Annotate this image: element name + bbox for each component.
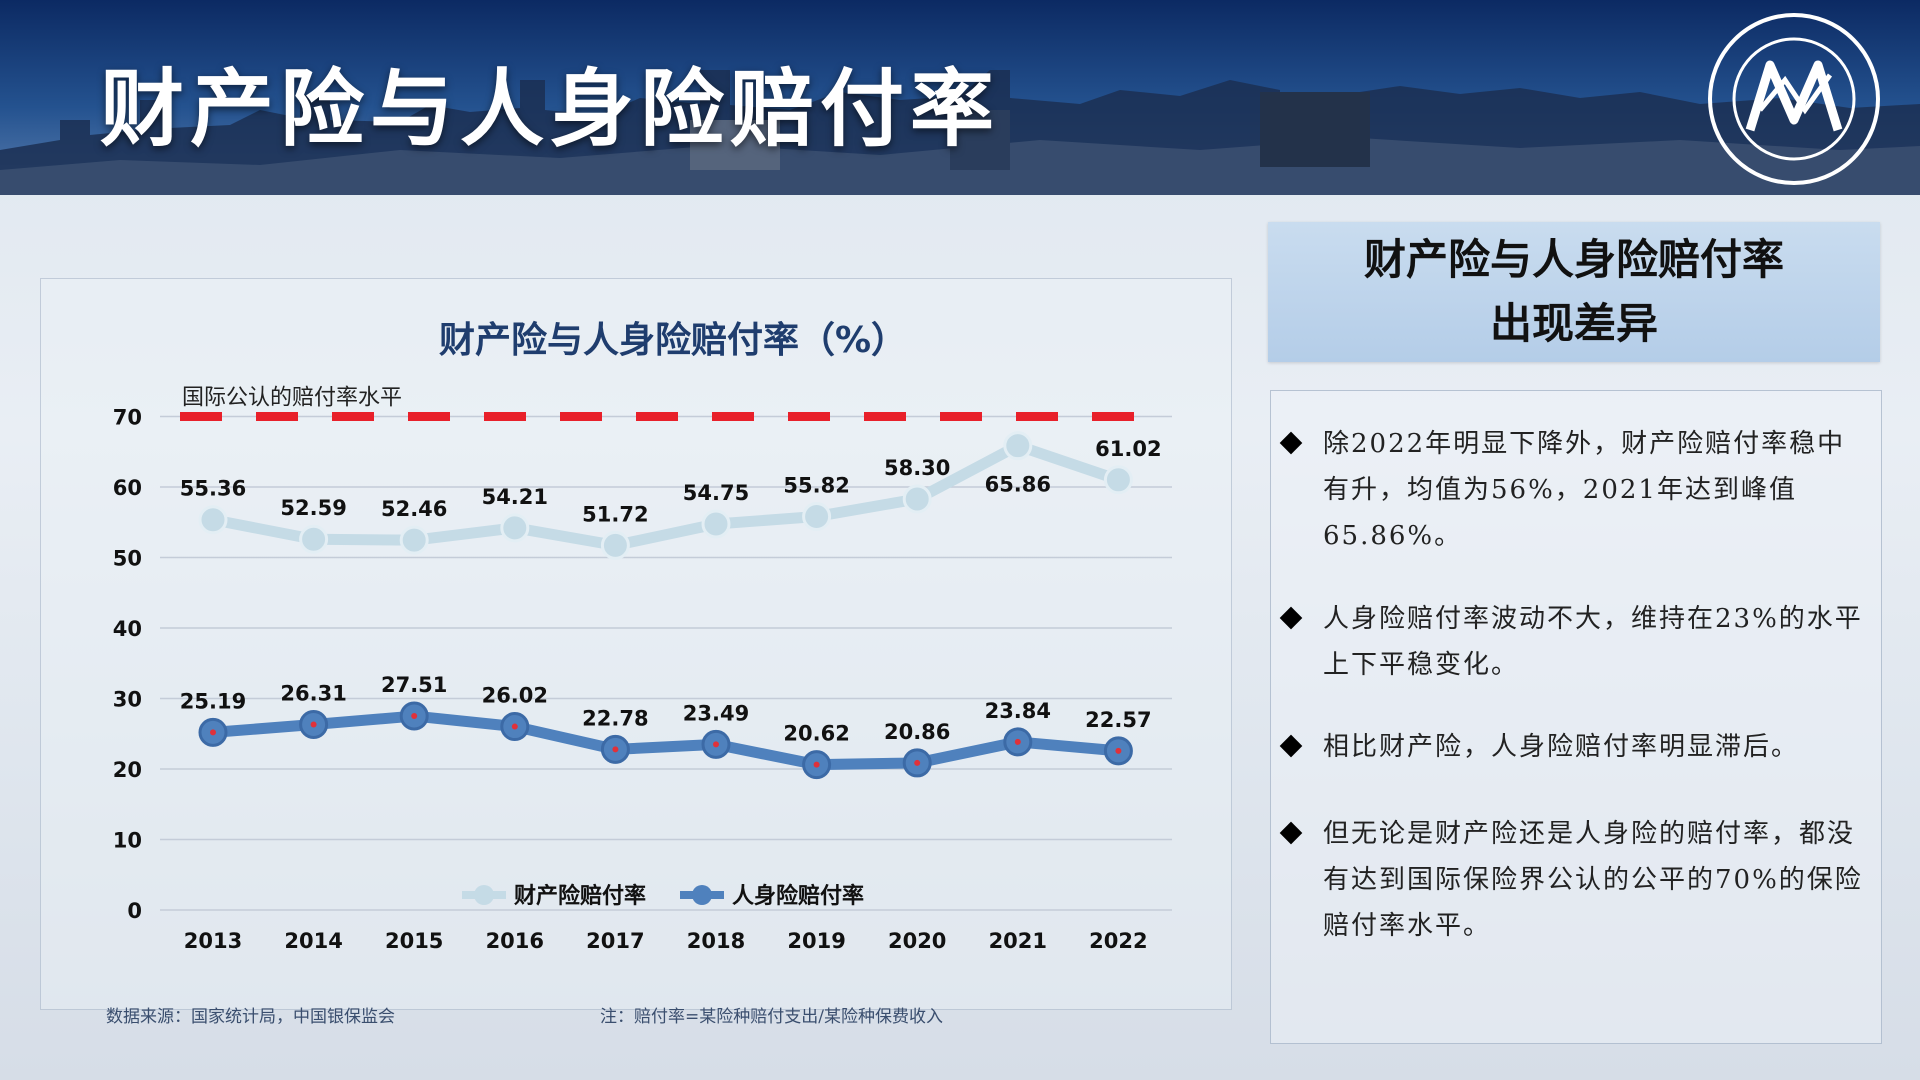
chart-legend: 财产险赔付率 人身险赔付率 bbox=[462, 883, 864, 909]
data-label: 55.82 bbox=[783, 473, 849, 497]
legend-swatch-marker bbox=[692, 885, 712, 905]
data-label: 27.51 bbox=[381, 673, 447, 697]
y-tick-label: 0 bbox=[127, 899, 142, 923]
y-tick-label: 20 bbox=[113, 758, 142, 782]
data-label: 65.86 bbox=[985, 473, 1051, 497]
data-point bbox=[600, 530, 630, 560]
legend-label: 财产险赔付率 bbox=[514, 883, 646, 909]
x-tick-label: 2014 bbox=[284, 929, 342, 953]
data-label: 51.72 bbox=[582, 502, 648, 526]
data-point-center bbox=[612, 746, 619, 753]
data-point bbox=[1103, 465, 1133, 495]
data-point-center bbox=[210, 729, 216, 736]
header-banner: 财产险与人身险赔付率 bbox=[0, 0, 1920, 195]
chart-title: 财产险与人身险赔付率（%） bbox=[439, 320, 907, 361]
data-point-center bbox=[511, 723, 518, 730]
data-label: 54.75 bbox=[683, 481, 749, 505]
y-tick-label: 60 bbox=[113, 476, 142, 500]
legend-label: 人身险赔付率 bbox=[732, 883, 864, 909]
y-axis: 0 10 20 30 40 50 60 70 bbox=[113, 406, 142, 924]
x-tick-label: 2019 bbox=[787, 929, 845, 953]
y-tick-label: 30 bbox=[113, 688, 142, 712]
reference-line: 国际公认的赔付率水平 bbox=[180, 386, 1152, 421]
sidebar-title-line1: 财产险与人身险赔付率 bbox=[1363, 235, 1784, 284]
chart-panel bbox=[40, 278, 1232, 1010]
data-label: 58.30 bbox=[884, 456, 950, 480]
data-label: 20.62 bbox=[783, 722, 849, 746]
series-1: 25.19 26.31 27.51 26.02 22.78 23.49 20.62 20.86… bbox=[180, 673, 1152, 780]
data-point-center bbox=[914, 759, 921, 766]
data-label: 23.84 bbox=[985, 699, 1051, 723]
data-label: 26.31 bbox=[280, 682, 346, 706]
data-label: 22.57 bbox=[1085, 708, 1151, 732]
data-label: 52.46 bbox=[381, 497, 447, 521]
data-point-center bbox=[713, 741, 719, 748]
data-label: 26.02 bbox=[482, 684, 548, 708]
x-axis: 2013 2014 2015 2016 2017 2018 2019 2020 2021 2022 bbox=[184, 929, 1148, 953]
chart-series: 55.36 52.59 52.46 54.21 51.72 54.75 55.82 58.30… bbox=[180, 431, 1162, 780]
data-label: 25.19 bbox=[180, 689, 246, 713]
city-skyline-image bbox=[0, 0, 1920, 195]
series-line bbox=[212, 710, 1119, 771]
x-tick-label: 2013 bbox=[184, 929, 242, 953]
data-point bbox=[399, 525, 429, 555]
x-tick-label: 2020 bbox=[888, 929, 946, 953]
y-tick-label: 10 bbox=[113, 829, 142, 853]
sidebar-title-line2: 出现差异 bbox=[1489, 299, 1658, 348]
data-label: 52.59 bbox=[280, 496, 346, 520]
institute-logo bbox=[1708, 13, 1880, 185]
finding-text: 人身险赔付率波动不大，维持在23%的水平上下平稳变化。 bbox=[1323, 604, 1863, 680]
sidebar-findings-box: 除2022年明显下降外，财产险赔付率稳中有升，均值为56%，2021年达到峰值6… bbox=[1270, 390, 1882, 1044]
diamond-bullet-icon bbox=[1279, 431, 1303, 455]
data-point-center bbox=[310, 721, 317, 728]
reference-line-label: 国际公认的赔付率水平 bbox=[182, 386, 402, 411]
data-label: 22.78 bbox=[582, 706, 648, 730]
data-source-note: 数据来源：国家统计局，中国银保监会 bbox=[106, 1007, 395, 1027]
data-point bbox=[701, 509, 731, 539]
data-point-center bbox=[813, 761, 820, 768]
data-point-center bbox=[1014, 738, 1021, 745]
data-label: 20.86 bbox=[884, 720, 950, 744]
finding-text: 但无论是财产险还是人身险的赔付率，都没有达到国际保险界公认的公平的70%的保险赔… bbox=[1323, 819, 1863, 941]
data-point bbox=[500, 513, 530, 543]
y-tick-label: 70 bbox=[113, 406, 142, 430]
x-tick-label: 2018 bbox=[687, 929, 745, 953]
series-0: 55.36 52.59 52.46 54.21 51.72 54.75 55.82 58.30… bbox=[180, 431, 1162, 560]
data-point bbox=[802, 501, 832, 531]
y-tick-label: 40 bbox=[113, 617, 142, 641]
data-label: 23.49 bbox=[683, 701, 749, 725]
series-line bbox=[211, 440, 1121, 551]
diamond-bullet-icon bbox=[1279, 821, 1303, 845]
data-point bbox=[902, 484, 932, 514]
finding-text: 除2022年明显下降外，财产险赔付率稳中有升，均值为56%，2021年达到峰值6… bbox=[1323, 429, 1846, 551]
page-title: 财产险与人身险赔付率 bbox=[100, 60, 1001, 158]
data-point bbox=[1003, 431, 1033, 461]
diamond-bullet-icon bbox=[1279, 734, 1303, 758]
x-tick-label: 2015 bbox=[385, 929, 443, 953]
legend-swatch-marker bbox=[474, 885, 494, 905]
x-tick-label: 2017 bbox=[586, 929, 644, 953]
data-point-center bbox=[411, 713, 418, 720]
x-tick-label: 2022 bbox=[1089, 929, 1147, 953]
sidebar-title-box: 财产险与人身险赔付率 出现差异 bbox=[1268, 222, 1880, 362]
x-tick-label: 2021 bbox=[989, 929, 1047, 953]
finding-text: 相比财产险，人身险赔付率明显滞后。 bbox=[1323, 732, 1800, 762]
diamond-bullet-icon bbox=[1279, 606, 1303, 630]
data-point-center bbox=[1115, 747, 1122, 754]
x-tick-label: 2016 bbox=[486, 929, 544, 953]
formula-note: 注：赔付率=某险种赔付支出/某险种保费收入 bbox=[600, 1007, 943, 1027]
y-tick-label: 50 bbox=[113, 547, 142, 571]
data-label: 54.21 bbox=[482, 485, 548, 509]
data-point bbox=[198, 505, 228, 535]
data-label: 61.02 bbox=[1095, 437, 1161, 461]
data-point bbox=[299, 524, 329, 554]
data-label: 55.36 bbox=[180, 477, 246, 501]
